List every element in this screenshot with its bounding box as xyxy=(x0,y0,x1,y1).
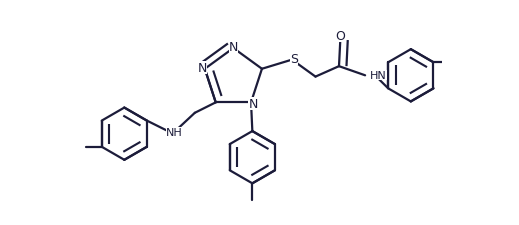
Text: NH: NH xyxy=(166,128,182,138)
Text: O: O xyxy=(335,30,345,43)
Text: N: N xyxy=(229,41,238,54)
Text: S: S xyxy=(290,53,298,66)
Text: N: N xyxy=(249,97,258,110)
Text: N: N xyxy=(198,62,208,75)
Text: HN: HN xyxy=(370,70,387,80)
